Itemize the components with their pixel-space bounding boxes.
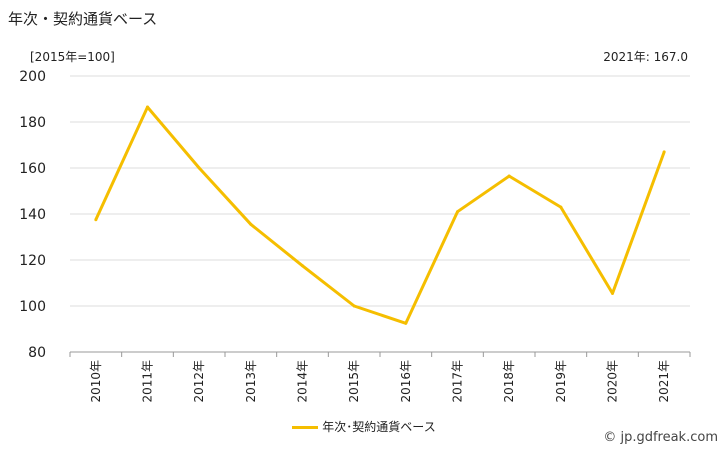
x-axis-ticks: 2010年 2011年 2012年 2013年 2014年 2015年 2016年 2017年… — [69, 352, 691, 403]
x-tick-label: 2020年 — [606, 360, 620, 403]
data-point — [456, 210, 459, 214]
y-tick-label: 100 — [19, 299, 46, 315]
data-point — [301, 264, 304, 268]
data-point — [662, 150, 666, 154]
y-tick-label: 200 — [19, 69, 46, 85]
chart-title: 年次・契約通貨ベース — [8, 10, 158, 28]
data-point — [611, 291, 614, 295]
x-tick-label: 2021年 — [657, 360, 671, 403]
x-tick-label: 2013年 — [244, 360, 258, 403]
y-tick-label: 140 — [19, 207, 46, 223]
copyright-text: © jp.gdfreak.com — [603, 430, 718, 445]
legend-swatch — [292, 426, 319, 429]
latest-value-label: 2021年: 167.0 — [603, 50, 688, 64]
legend-label: 年次･契約通貨ベース — [322, 420, 436, 434]
y-tick-label: 80 — [28, 345, 46, 361]
y-tick-label: 180 — [19, 115, 46, 131]
series-line — [94, 105, 666, 325]
x-tick-label: 2010年 — [89, 360, 103, 403]
legend: 年次･契約通貨ベース — [0, 418, 728, 435]
y-tick-label: 160 — [19, 161, 46, 177]
x-tick-label: 2012年 — [192, 360, 206, 403]
data-point — [352, 304, 356, 308]
x-tick-label: 2019年 — [554, 360, 568, 403]
data-point — [94, 218, 98, 222]
series-layer — [94, 105, 666, 325]
x-tick-label: 2014年 — [296, 360, 310, 403]
data-point — [507, 174, 511, 178]
x-tick-label: 2011年 — [141, 360, 155, 403]
x-tick-label: 2018年 — [502, 360, 516, 403]
data-point — [197, 166, 201, 170]
data-point — [404, 321, 408, 325]
data-point — [559, 205, 563, 209]
data-point — [146, 105, 149, 109]
unit-label: [2015年=100] — [30, 50, 115, 64]
y-axis-ticks: 80 100 120 140 160 180 200 — [19, 69, 46, 361]
x-tick-label: 2016年 — [399, 360, 413, 403]
y-tick-label: 120 — [19, 253, 46, 269]
x-tick-label: 2015年 — [347, 360, 361, 403]
data-point — [249, 222, 253, 226]
gridlines — [70, 75, 690, 353]
x-tick-label: 2017年 — [451, 360, 465, 403]
